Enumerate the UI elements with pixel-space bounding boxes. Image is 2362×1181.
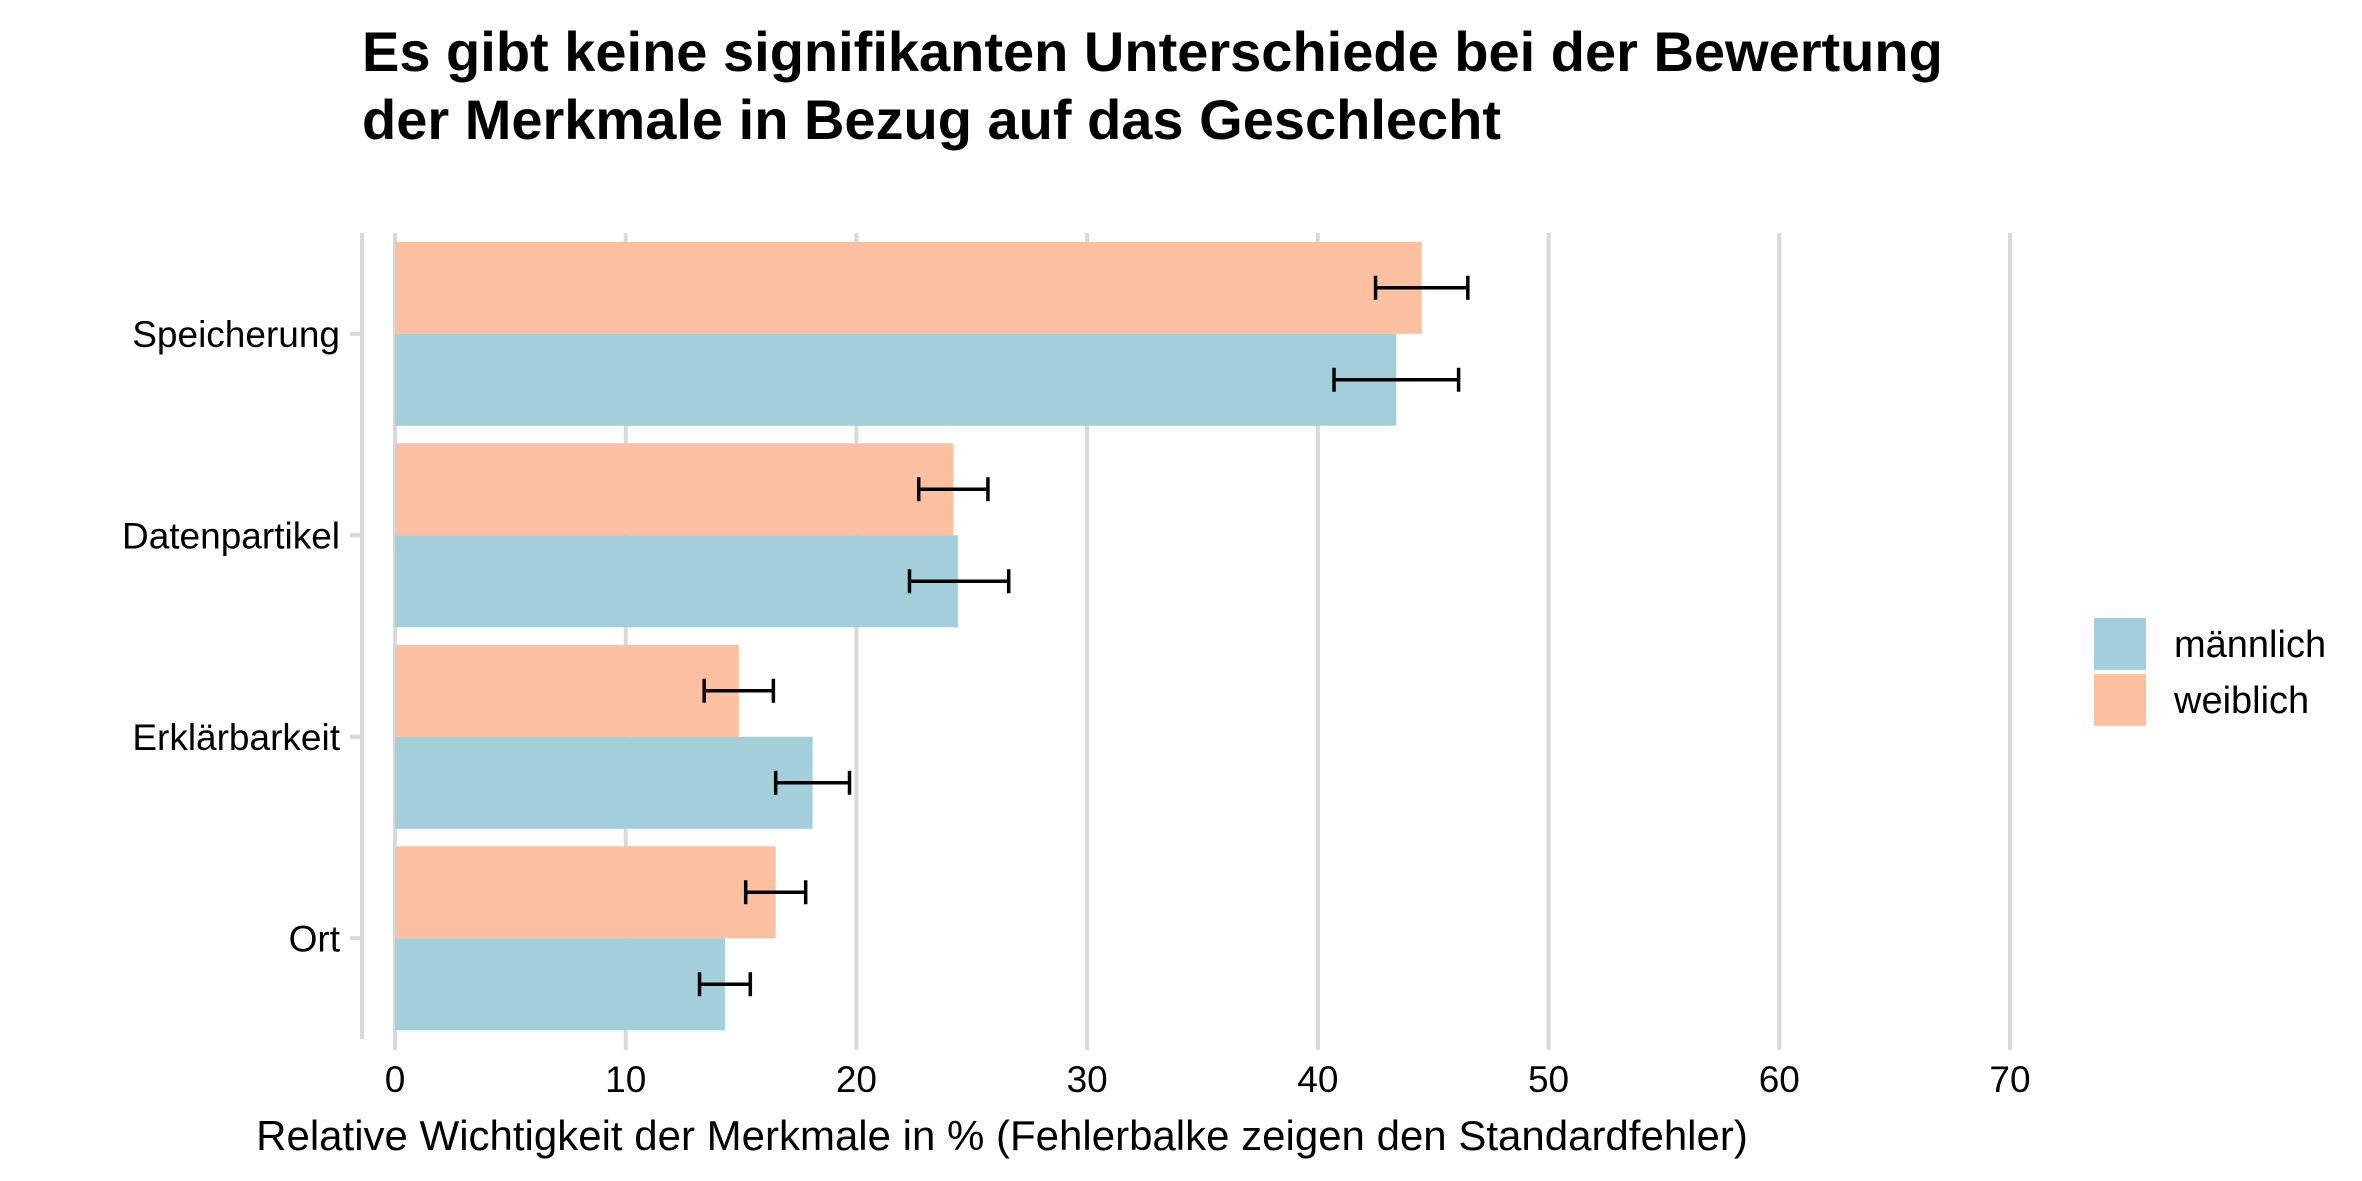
error-bar — [697, 972, 753, 997]
y-tick-label: Speicherung — [132, 314, 340, 355]
x-tick-label: 40 — [1297, 1059, 1338, 1100]
bar-männlich — [395, 535, 958, 628]
error-bar — [907, 569, 1011, 594]
error-bars — [697, 275, 1470, 997]
bar-männlich — [395, 736, 813, 829]
bars — [395, 241, 1422, 1031]
x-tick-label: 20 — [836, 1059, 877, 1100]
x-tick-label: 60 — [1759, 1059, 1800, 1100]
y-tick-label: Datenpartikel — [122, 515, 340, 556]
bar-männlich — [395, 333, 1397, 426]
error-bar — [916, 477, 990, 502]
error-bar — [1373, 275, 1470, 300]
x-axis: 0 10 20 30 40 50 60 70 — [385, 1039, 2031, 1100]
x-tick-label: 50 — [1528, 1059, 1569, 1100]
legend: männlich weiblich — [2094, 618, 2326, 726]
legend-swatch — [2094, 674, 2146, 726]
bar-weiblich — [395, 443, 954, 536]
bar-weiblich — [395, 846, 776, 939]
y-tick-label: Ort — [289, 918, 341, 959]
x-tick-label: 0 — [385, 1059, 406, 1100]
x-tick-label: 30 — [1067, 1059, 1108, 1100]
bar-weiblich — [395, 644, 739, 737]
error-bar — [773, 770, 852, 795]
error-bar — [702, 678, 776, 703]
legend-label: männlich — [2174, 624, 2326, 666]
bar-weiblich — [395, 241, 1422, 334]
legend-swatch — [2094, 618, 2146, 670]
x-tick-label: 10 — [605, 1059, 646, 1100]
error-bar — [1332, 367, 1461, 392]
y-tick-label: Erklärbarkeit — [132, 717, 340, 758]
x-axis-title: Relative Wichtigkeit der Merkmale in % (… — [256, 1112, 1748, 1159]
chart-title: Es gibt keine signifikanten Unterschiede… — [362, 20, 1943, 151]
bar-männlich — [395, 938, 725, 1031]
x-tick-label: 70 — [1989, 1059, 2030, 1100]
legend-label: weiblich — [2173, 680, 2309, 722]
error-bar — [743, 880, 808, 905]
y-axis: Speicherung Datenpartikel Erklärbarkeit Ort — [122, 314, 362, 959]
